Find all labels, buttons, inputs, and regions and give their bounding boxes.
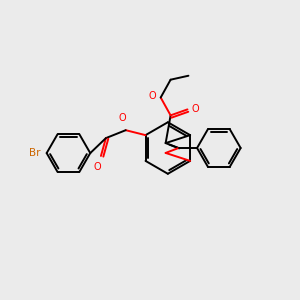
Text: Br: Br: [29, 148, 41, 158]
Text: O: O: [148, 91, 156, 100]
Text: O: O: [93, 162, 101, 172]
Text: O: O: [119, 113, 127, 123]
Text: O: O: [191, 104, 199, 114]
